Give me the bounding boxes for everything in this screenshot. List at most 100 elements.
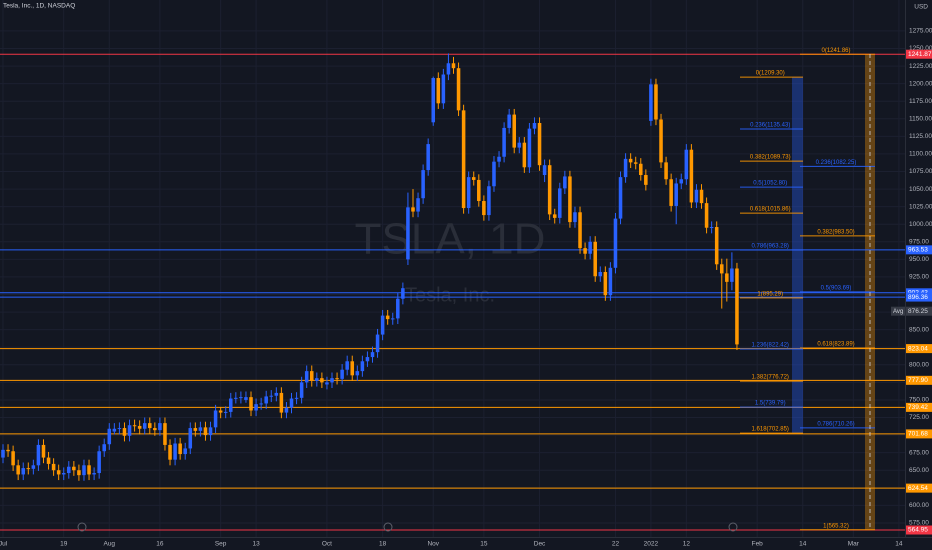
- candle-body: [669, 179, 673, 206]
- candle-body: [41, 444, 46, 458]
- candle-body: [158, 423, 162, 431]
- candle-body: [719, 264, 724, 274]
- candle-body: [315, 378, 319, 381]
- candle-body: [628, 158, 633, 163]
- candle-body: [289, 398, 294, 408]
- candle-body: [365, 357, 370, 362]
- price-label: 963.53: [908, 247, 928, 254]
- candle-body: [137, 425, 142, 429]
- price-label-box: [906, 292, 932, 302]
- candle-body: [31, 465, 36, 469]
- candle-body: [239, 397, 243, 399]
- candle-body: [588, 241, 592, 254]
- candle-body: [466, 177, 471, 209]
- candle-body: [183, 448, 187, 455]
- grid: [0, 0, 905, 537]
- x-tick-label: Oct: [322, 541, 332, 548]
- candle-body: [477, 179, 481, 202]
- candle-body: [340, 369, 344, 379]
- candle-body: [117, 428, 122, 430]
- y-tick-label: 750.00: [909, 397, 929, 404]
- price-label-box: [906, 483, 932, 493]
- price-label: 701.68: [908, 431, 928, 438]
- plot: 0(1209.30) 0.236(1135.43) 0.382(1089.73) 0.…: [0, 48, 905, 531]
- candle-body: [618, 177, 623, 219]
- candle-body: [97, 451, 101, 474]
- y-tick-label: 600.00: [909, 502, 929, 509]
- candle-body: [583, 248, 587, 254]
- price-label: 1241.87: [908, 51, 932, 58]
- fib-label: 0.786(963.28): [752, 244, 789, 250]
- y-tick-label: 1175.00: [909, 98, 932, 105]
- avg-value: 876.25: [908, 308, 928, 315]
- candle-body: [325, 382, 329, 385]
- candle-body: [148, 423, 152, 429]
- avg-value-box: [906, 306, 932, 316]
- x-tick-label: Feb: [752, 541, 764, 548]
- candle-body: [163, 423, 167, 445]
- candle-body: [461, 110, 466, 209]
- x-tick-label: 19: [60, 541, 68, 548]
- candle-body: [249, 397, 253, 411]
- fib-label: 1(895.29): [757, 291, 783, 297]
- candle-body: [370, 352, 375, 358]
- candle-body: [689, 149, 694, 203]
- x-tick-label: Aug: [103, 541, 115, 548]
- candle-body: [61, 473, 66, 475]
- price-label-box: [906, 375, 932, 385]
- candle-body: [77, 470, 81, 476]
- candle-body: [446, 63, 451, 75]
- candle-body: [441, 74, 446, 104]
- candle-body: [112, 428, 117, 432]
- y-tick-label: 1075.00: [909, 168, 932, 175]
- candle-body: [188, 428, 193, 449]
- candle-body: [396, 298, 400, 319]
- fib-label: 0.382(1089.73): [750, 155, 791, 161]
- candle-body: [436, 78, 441, 104]
- candle-body: [401, 288, 405, 299]
- candle-body: [390, 318, 395, 320]
- y-tick-label: 1125.00: [909, 133, 932, 140]
- candle-body: [6, 449, 10, 452]
- y-tick-label: 650.00: [909, 467, 929, 474]
- y-tick-label: 1100.00: [909, 151, 932, 158]
- candle-body: [497, 156, 501, 162]
- x-tick-label: Sep: [215, 541, 227, 548]
- candle-body: [644, 175, 648, 185]
- avg-box: [891, 306, 905, 316]
- candle-body: [208, 427, 213, 436]
- candle-body: [730, 268, 734, 282]
- candle-body: [709, 227, 714, 229]
- candle-body: [532, 123, 537, 129]
- candle-body: [735, 268, 739, 345]
- candle-body: [56, 470, 61, 475]
- candle-body: [704, 203, 709, 228]
- candle-body: [11, 451, 15, 466]
- price-label: 777.90: [908, 377, 928, 384]
- fib-label: 0.382(983.50): [817, 229, 854, 235]
- x-tick-label: 16: [156, 541, 164, 548]
- y-tick-label: 850.00: [909, 326, 929, 333]
- candle-body: [274, 392, 279, 396]
- candle-body: [355, 371, 360, 376]
- candle-body: [694, 189, 699, 203]
- fib-label: 0.236(1135.43): [750, 123, 790, 129]
- candle-body: [21, 468, 26, 475]
- fib-column: [792, 77, 803, 434]
- candle-body: [385, 315, 390, 320]
- candle-body: [304, 371, 309, 383]
- fib-label: 0.5(903.69): [821, 285, 852, 291]
- candle-body: [639, 163, 643, 176]
- candle-body: [294, 397, 299, 399]
- y-tick-label: 1025.00: [909, 203, 932, 210]
- candle-body: [623, 158, 628, 178]
- candle-body: [517, 142, 522, 148]
- y-tick-label: 1050.00: [909, 186, 932, 193]
- candle-body: [654, 84, 658, 120]
- candle-body: [406, 207, 410, 260]
- candle-body: [603, 272, 608, 296]
- candle-body: [684, 149, 689, 180]
- price-label-box: [906, 49, 932, 59]
- candle-body: [309, 371, 314, 381]
